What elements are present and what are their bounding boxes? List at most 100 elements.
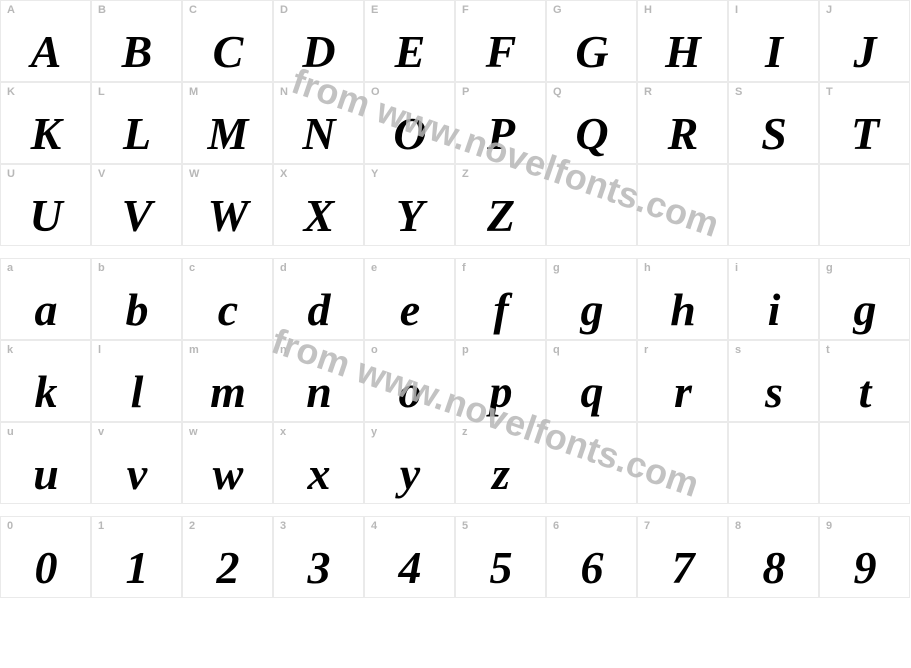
glyph: P: [456, 111, 545, 157]
cell-label: A: [7, 4, 15, 16]
glyph: L: [92, 111, 181, 157]
glyph: u: [1, 451, 90, 497]
glyph: i: [729, 287, 818, 333]
glyph-cell: 88: [728, 516, 819, 598]
cell-label: R: [644, 86, 652, 98]
glyph-cell: AA: [0, 0, 91, 82]
cell-label: g: [826, 262, 833, 274]
glyph: M: [183, 111, 272, 157]
cell-label: I: [735, 4, 738, 16]
glyph-cell: WW: [182, 164, 273, 246]
glyph-cell: uu: [0, 422, 91, 504]
glyph: S: [729, 111, 818, 157]
cell-label: 4: [371, 520, 377, 532]
glyph: f: [456, 287, 545, 333]
glyph-cell: EE: [364, 0, 455, 82]
glyph-cell: mm: [182, 340, 273, 422]
glyph-cell: 22: [182, 516, 273, 598]
glyph: Q: [547, 111, 636, 157]
glyph-cell: DD: [273, 0, 364, 82]
glyph: A: [1, 29, 90, 75]
glyph-cell: 11: [91, 516, 182, 598]
glyph-cell: ee: [364, 258, 455, 340]
glyph-cell: qq: [546, 340, 637, 422]
glyph-cell: bb: [91, 258, 182, 340]
cell-label: w: [189, 426, 198, 438]
cell-label: s: [735, 344, 741, 356]
cell-label: H: [644, 4, 652, 16]
glyph: q: [547, 369, 636, 415]
glyph: Y: [365, 193, 454, 239]
glyph-cell: yy: [364, 422, 455, 504]
glyph-cell: gg: [546, 258, 637, 340]
glyph: z: [456, 451, 545, 497]
glyph-cell: hh: [637, 258, 728, 340]
cell-label: W: [189, 168, 199, 180]
glyph-cell: 00: [0, 516, 91, 598]
empty-cell: [728, 164, 819, 246]
cell-label: D: [280, 4, 288, 16]
glyph-cell: II: [728, 0, 819, 82]
cell-label: K: [7, 86, 15, 98]
glyph-cell: VV: [91, 164, 182, 246]
cell-label: N: [280, 86, 288, 98]
section-gap: [0, 246, 911, 258]
glyph: O: [365, 111, 454, 157]
glyph: K: [1, 111, 90, 157]
glyph: U: [1, 193, 90, 239]
cell-label: 2: [189, 520, 195, 532]
glyph-cell: 77: [637, 516, 728, 598]
glyph-section: AABBCCDDEEFFGGHHIIJJKKLLMMNNOOPPQQRRSSTT…: [0, 0, 910, 246]
glyph-cell: BB: [91, 0, 182, 82]
glyph: 2: [183, 545, 272, 591]
glyph: 0: [1, 545, 90, 591]
glyph-cell: MM: [182, 82, 273, 164]
glyph: g: [547, 287, 636, 333]
glyph-cell: SS: [728, 82, 819, 164]
glyph-cell: xx: [273, 422, 364, 504]
glyph: W: [183, 193, 272, 239]
glyph-cell: QQ: [546, 82, 637, 164]
section-gap: [0, 504, 911, 516]
glyph: y: [365, 451, 454, 497]
cell-label: 1: [98, 520, 104, 532]
glyph-cell: pp: [455, 340, 546, 422]
glyph: n: [274, 369, 363, 415]
cell-label: M: [189, 86, 198, 98]
glyph-cell: PP: [455, 82, 546, 164]
glyph-cell: KK: [0, 82, 91, 164]
empty-cell: [819, 422, 910, 504]
glyph-cell: JJ: [819, 0, 910, 82]
glyph: 3: [274, 545, 363, 591]
cell-label: 8: [735, 520, 741, 532]
cell-label: q: [553, 344, 560, 356]
cell-label: u: [7, 426, 14, 438]
glyph: l: [92, 369, 181, 415]
glyph-cell: ff: [455, 258, 546, 340]
cell-label: p: [462, 344, 469, 356]
glyph-cell: 44: [364, 516, 455, 598]
cell-label: S: [735, 86, 742, 98]
glyph-cell: oo: [364, 340, 455, 422]
glyph: d: [274, 287, 363, 333]
cell-label: V: [98, 168, 105, 180]
glyph-section: 00112233445566778899: [0, 516, 910, 598]
cell-label: a: [7, 262, 13, 274]
glyph: J: [820, 29, 909, 75]
glyph-cell: kk: [0, 340, 91, 422]
glyph: B: [92, 29, 181, 75]
cell-label: f: [462, 262, 466, 274]
glyph-cell: NN: [273, 82, 364, 164]
glyph-cell: vv: [91, 422, 182, 504]
glyph-cell: YY: [364, 164, 455, 246]
cell-label: 0: [7, 520, 13, 532]
glyph: Z: [456, 193, 545, 239]
glyph-cell: ss: [728, 340, 819, 422]
glyph: k: [1, 369, 90, 415]
glyph-cell: HH: [637, 0, 728, 82]
glyph: X: [274, 193, 363, 239]
glyph: e: [365, 287, 454, 333]
glyph: 9: [820, 545, 909, 591]
glyph: R: [638, 111, 727, 157]
cell-label: m: [189, 344, 199, 356]
